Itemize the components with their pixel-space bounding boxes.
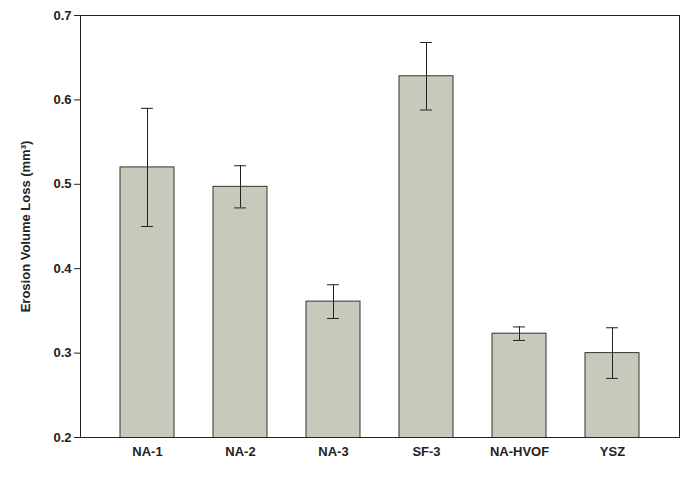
svg-text:0.2: 0.2	[53, 430, 71, 445]
svg-text:NA-2: NA-2	[225, 444, 255, 459]
svg-text:0.7: 0.7	[53, 8, 71, 23]
svg-text:NA-HVOF: NA-HVOF	[490, 444, 549, 459]
svg-text:YSZ: YSZ	[600, 444, 625, 459]
svg-text:0.6: 0.6	[53, 92, 71, 107]
svg-text:0.3: 0.3	[53, 345, 71, 360]
svg-text:SF-3: SF-3	[412, 444, 440, 459]
svg-text:0.5: 0.5	[53, 176, 71, 191]
svg-text:0.4: 0.4	[53, 261, 72, 276]
svg-text:NA-3: NA-3	[318, 444, 348, 459]
svg-text:NA-1: NA-1	[132, 444, 162, 459]
svg-text:Erosion Volume Loss (mm³): Erosion Volume Loss (mm³)	[18, 141, 33, 313]
